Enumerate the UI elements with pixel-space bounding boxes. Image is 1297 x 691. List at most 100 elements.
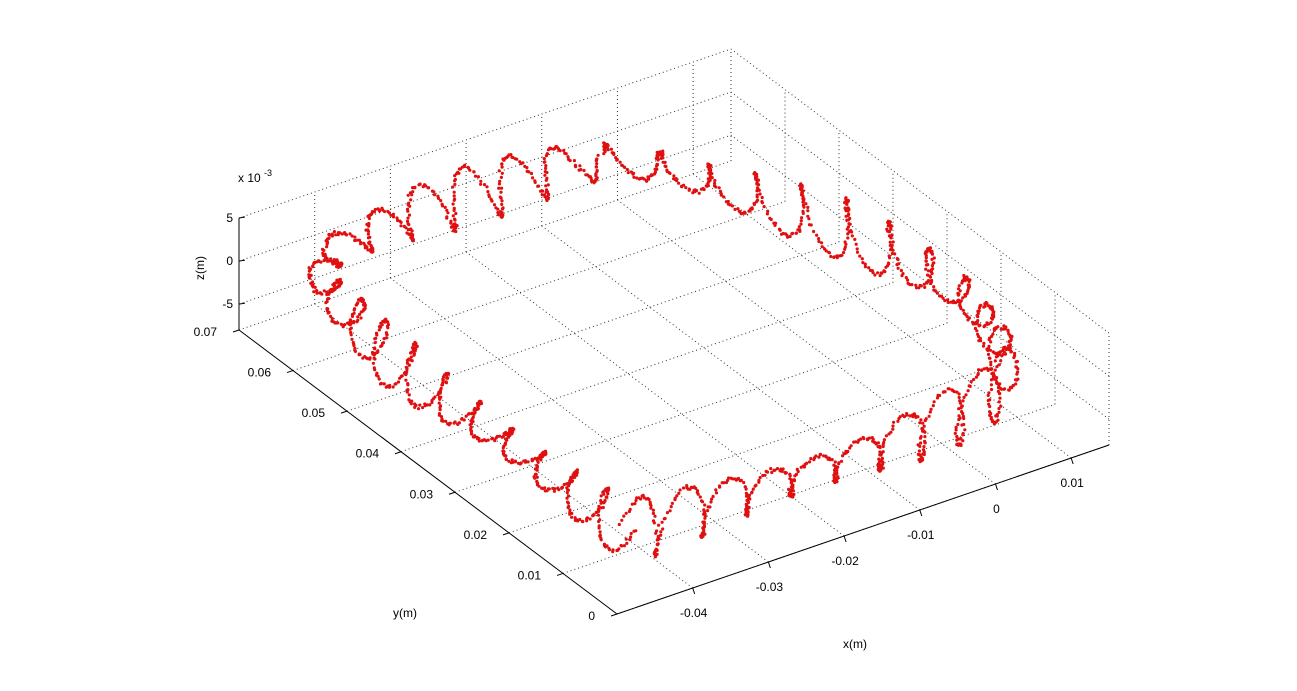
data-point: [799, 183, 803, 187]
data-point: [349, 333, 353, 337]
data-point: [533, 179, 537, 183]
data-point: [384, 331, 388, 335]
data-point: [327, 297, 331, 301]
data-point: [500, 202, 504, 206]
data-point: [663, 164, 667, 168]
data-point: [539, 189, 543, 193]
data-point: [953, 431, 957, 435]
data-point: [923, 435, 927, 439]
data-point: [438, 389, 442, 394]
data-point: [763, 473, 767, 477]
data-point: [353, 235, 357, 239]
data-point: [882, 438, 887, 442]
data-point: [880, 457, 884, 462]
data-point: [914, 283, 918, 287]
data-point: [800, 216, 804, 220]
data-point: [1014, 378, 1018, 382]
data-point: [505, 438, 509, 442]
data-point: [557, 488, 561, 492]
data-point: [336, 321, 340, 325]
data-point: [834, 465, 839, 470]
data-point: [594, 159, 598, 163]
data-point: [997, 400, 1001, 404]
data-point: [846, 209, 850, 213]
data-point: [961, 399, 965, 403]
data-point: [570, 515, 574, 519]
data-point: [788, 474, 792, 478]
data-point: [963, 428, 967, 432]
data-point: [659, 530, 663, 534]
data-point: [368, 235, 372, 239]
data-point: [445, 208, 449, 212]
data-point: [924, 267, 928, 271]
data-point: [629, 170, 634, 174]
data-point: [684, 186, 688, 190]
data-point: [657, 523, 661, 527]
data-point: [722, 195, 726, 199]
data-point: [498, 434, 502, 438]
data-point: [546, 148, 551, 152]
data-point: [673, 496, 677, 500]
data-point: [653, 514, 657, 518]
data-point: [989, 360, 993, 364]
data-point: [794, 231, 799, 235]
axes-layer: [238, 218, 1110, 615]
data-point: [376, 349, 380, 353]
data-point: [411, 186, 415, 190]
data-point: [352, 319, 356, 324]
data-point: [1007, 340, 1011, 344]
data-point: [930, 271, 934, 276]
data-point: [846, 214, 850, 218]
data-point: [376, 374, 380, 378]
data-point: [989, 340, 993, 344]
data-point: [997, 392, 1002, 396]
data-point: [801, 189, 805, 193]
data-point: [457, 171, 461, 175]
data-point: [974, 375, 979, 379]
data-point: [954, 428, 958, 432]
data-point: [533, 467, 538, 471]
data-point: [922, 452, 926, 457]
floor-gridline-x: [617, 199, 996, 485]
data-point: [994, 377, 998, 382]
data-point: [500, 171, 504, 175]
data-point: [565, 496, 569, 500]
data-point: [905, 413, 909, 417]
data-point: [469, 422, 474, 426]
data-point: [477, 437, 481, 441]
data-point: [791, 483, 795, 487]
data-point: [747, 209, 751, 213]
data-point: [596, 509, 601, 514]
data-point: [439, 199, 443, 203]
data-point: [701, 520, 705, 524]
data-point: [888, 256, 892, 260]
data-point: [687, 188, 691, 192]
data-point: [766, 209, 770, 213]
data-point: [989, 363, 993, 367]
data-point: [405, 369, 409, 374]
z-exponent-label: x 10 -3: [238, 168, 272, 185]
data-point: [817, 455, 821, 459]
data-point: [931, 267, 935, 271]
data-point: [315, 289, 319, 293]
data-point: [348, 327, 352, 331]
data-point: [876, 271, 880, 275]
grid-layer: [238, 48, 1110, 615]
floor-gridline-y: [238, 160, 732, 331]
data-point: [492, 203, 497, 207]
data-point: [879, 271, 883, 275]
data-point: [973, 326, 978, 331]
data-point: [981, 344, 986, 348]
data-point: [421, 185, 425, 189]
data-point: [930, 264, 935, 268]
data-point: [441, 375, 446, 379]
data-point: [359, 316, 363, 320]
data-point: [421, 406, 425, 410]
data-point: [531, 176, 535, 180]
data-point: [665, 168, 669, 172]
data-point: [588, 517, 592, 521]
data-point: [373, 207, 377, 212]
data-point: [544, 184, 548, 188]
data-point: [838, 254, 842, 258]
